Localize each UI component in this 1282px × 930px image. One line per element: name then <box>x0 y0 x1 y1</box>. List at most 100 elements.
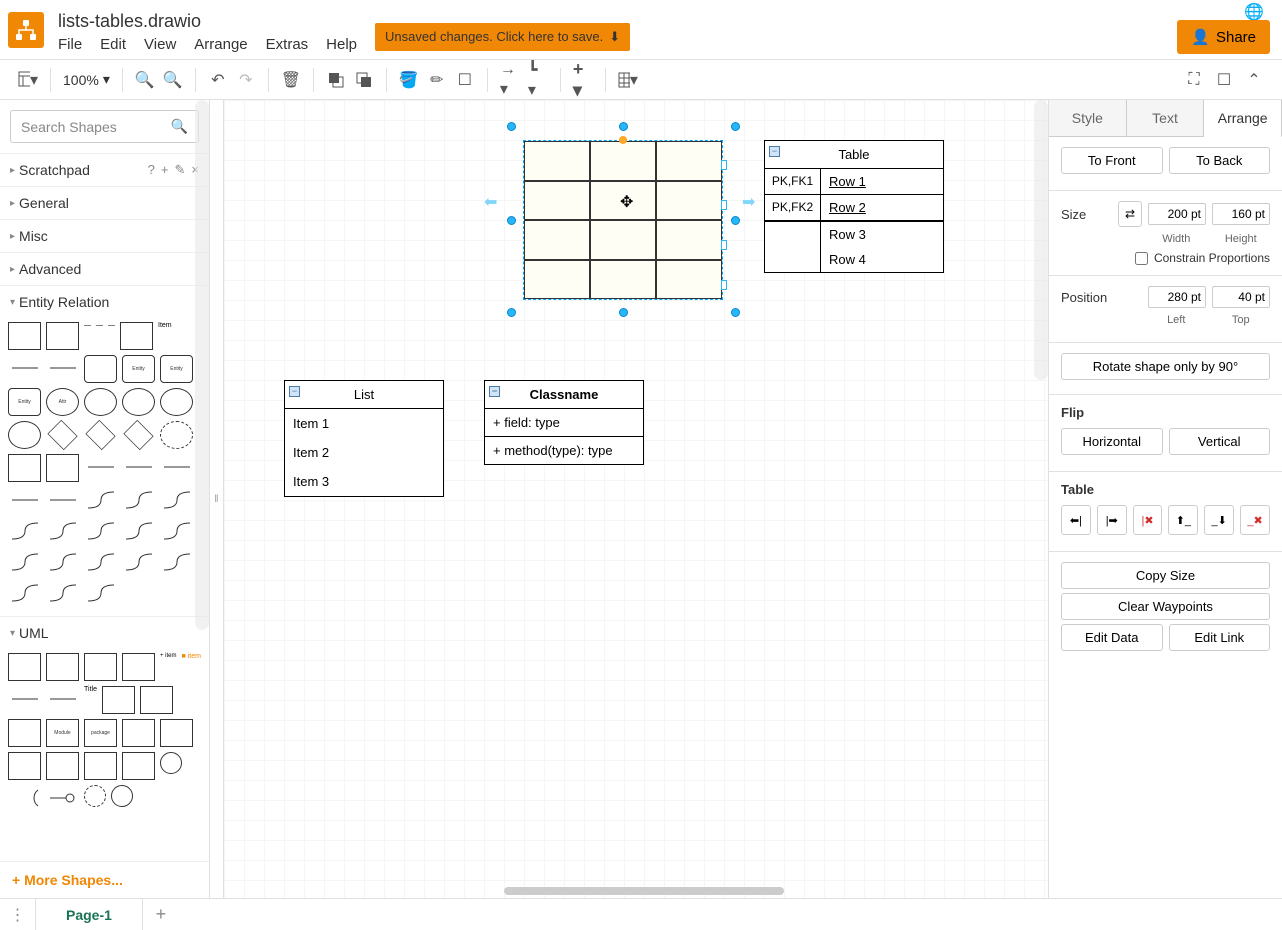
shape-thumb[interactable] <box>8 322 41 350</box>
insert-row-above-icon[interactable]: ⬆_ <box>1168 505 1198 535</box>
shape-thumb[interactable]: — <box>84 322 91 350</box>
zoom-dropdown[interactable]: 100% ▾ <box>63 71 110 88</box>
shape-thumb[interactable] <box>122 518 155 544</box>
edge-handle[interactable] <box>721 280 727 290</box>
section-general[interactable]: ▸General <box>0 186 209 219</box>
page-tab[interactable]: Page-1 <box>36 899 143 930</box>
canvas[interactable]: ⬅ ➡ ✥ −Table PK,FK1Row 1 PK,FK2Row 2 Row… <box>224 100 1048 898</box>
shape-thumb[interactable] <box>84 549 117 575</box>
shape-thumb[interactable] <box>85 420 115 450</box>
shape-thumb[interactable] <box>160 518 193 544</box>
shape-thumb[interactable] <box>46 549 79 575</box>
shape-thumb[interactable] <box>8 653 41 681</box>
arrow-hint-right[interactable]: ➡ <box>742 192 755 212</box>
shape-thumb[interactable] <box>8 518 41 544</box>
shape-thumb[interactable] <box>160 752 182 774</box>
constrain-checkbox[interactable]: Constrain Proportions <box>1061 251 1270 265</box>
class-shape[interactable]: −Classname + field: type + method(type):… <box>484 380 644 465</box>
shape-thumb[interactable] <box>46 322 79 350</box>
save-banner[interactable]: Unsaved changes. Click here to save. ⬇ <box>375 23 630 51</box>
top-input[interactable] <box>1212 286 1270 308</box>
menu-arrange[interactable]: Arrange <box>194 36 247 53</box>
selection-handle[interactable] <box>619 122 628 131</box>
shape-thumb[interactable] <box>122 719 155 747</box>
shape-thumb[interactable] <box>8 785 41 811</box>
line-color-icon[interactable]: ✏ <box>427 70 447 90</box>
section-advanced[interactable]: ▸Advanced <box>0 252 209 285</box>
delete-icon[interactable]: 🗑 <box>281 70 301 90</box>
share-button[interactable]: 👤 Share <box>1177 20 1270 54</box>
shape-thumb[interactable] <box>84 454 117 480</box>
shape-thumb[interactable] <box>8 487 41 513</box>
section-misc[interactable]: ▸Misc <box>0 219 209 252</box>
shape-thumb[interactable] <box>47 420 77 450</box>
shape-thumb[interactable] <box>140 686 173 714</box>
splitter[interactable]: ‖ <box>210 100 224 898</box>
shape-thumb[interactable] <box>8 549 41 575</box>
right-scrollbar[interactable] <box>1034 100 1048 880</box>
clear-waypoints-button[interactable]: Clear Waypoints <box>1061 593 1270 620</box>
format-panel-icon[interactable]: ☐ <box>1214 70 1234 90</box>
scratchpad-header[interactable]: ▸Scratchpad ? + ✎ × <box>0 153 209 186</box>
menu-help[interactable]: Help <box>326 36 357 53</box>
shape-thumb[interactable] <box>46 518 79 544</box>
shape-thumb[interactable] <box>46 580 79 606</box>
shape-thumb[interactable]: Item <box>158 322 172 350</box>
shape-thumb[interactable]: Entity <box>160 355 193 383</box>
view-dropdown[interactable]: ▾ <box>18 70 38 90</box>
shape-thumb[interactable] <box>122 653 155 681</box>
list-shape[interactable]: −List Item 1 Item 2 Item 3 <box>284 380 444 497</box>
shape-thumb[interactable]: Entity <box>122 355 155 383</box>
left-scrollbar[interactable] <box>195 100 209 630</box>
insert-row-below-icon[interactable]: _⬇ <box>1204 505 1234 535</box>
selection-handle[interactable] <box>619 308 628 317</box>
flip-vertical-button[interactable]: Vertical <box>1169 428 1271 455</box>
copy-size-button[interactable]: Copy Size <box>1061 562 1270 589</box>
rotate-handle[interactable] <box>619 136 627 144</box>
shape-thumb[interactable]: — <box>108 322 115 350</box>
shape-thumb[interactable] <box>46 454 79 482</box>
shape-thumb[interactable]: ■ item <box>182 653 201 681</box>
height-input[interactable] <box>1212 203 1270 225</box>
shape-thumb[interactable] <box>160 454 193 480</box>
shape-thumb[interactable] <box>84 355 117 383</box>
shape-thumb[interactable]: Module <box>46 719 79 747</box>
table-shape[interactable]: −Table PK,FK1Row 1 PK,FK2Row 2 Row 3 Row… <box>764 140 944 273</box>
shape-thumb[interactable] <box>84 580 117 606</box>
shape-thumb[interactable] <box>8 719 41 747</box>
to-front-icon[interactable] <box>326 70 346 90</box>
tab-arrange[interactable]: Arrange <box>1204 100 1282 137</box>
edge-handle[interactable] <box>721 160 727 170</box>
edit-data-button[interactable]: Edit Data <box>1061 624 1163 651</box>
shape-thumb[interactable] <box>84 388 117 416</box>
tab-style[interactable]: Style <box>1049 100 1127 136</box>
add-page-button[interactable]: + <box>143 904 179 925</box>
shape-thumb[interactable] <box>8 454 41 482</box>
selection-handle[interactable] <box>731 122 740 131</box>
shape-thumb[interactable] <box>160 421 193 449</box>
shape-thumb[interactable] <box>122 549 155 575</box>
shape-thumb[interactable] <box>120 322 153 350</box>
redo-icon[interactable]: ↷ <box>236 70 256 90</box>
shape-thumb[interactable] <box>46 785 79 811</box>
selection-handle[interactable] <box>507 216 516 225</box>
filename[interactable]: lists-tables.drawio <box>58 7 357 34</box>
connection-icon[interactable]: → ▾ <box>500 70 520 90</box>
shape-thumb[interactable] <box>122 388 155 416</box>
menu-view[interactable]: View <box>144 36 176 53</box>
shape-thumb[interactable] <box>122 752 155 780</box>
undo-icon[interactable]: ↶ <box>208 70 228 90</box>
edit-icon[interactable]: ✎ <box>175 162 186 178</box>
horizontal-scrollbar[interactable] <box>224 884 1048 898</box>
shape-thumb[interactable]: + item <box>160 653 177 681</box>
shape-thumb[interactable]: — <box>96 322 103 350</box>
shape-thumb[interactable] <box>8 580 41 606</box>
insert-col-left-icon[interactable]: ⬅| <box>1061 505 1091 535</box>
selection-handle[interactable] <box>507 308 516 317</box>
shape-thumb[interactable] <box>160 388 193 416</box>
edit-link-button[interactable]: Edit Link <box>1169 624 1271 651</box>
to-back-button[interactable]: To Back <box>1169 147 1271 174</box>
table-icon[interactable]: ▾ <box>618 70 638 90</box>
page-menu-button[interactable]: ⋮ <box>0 899 36 930</box>
shape-thumb[interactable] <box>8 355 41 381</box>
